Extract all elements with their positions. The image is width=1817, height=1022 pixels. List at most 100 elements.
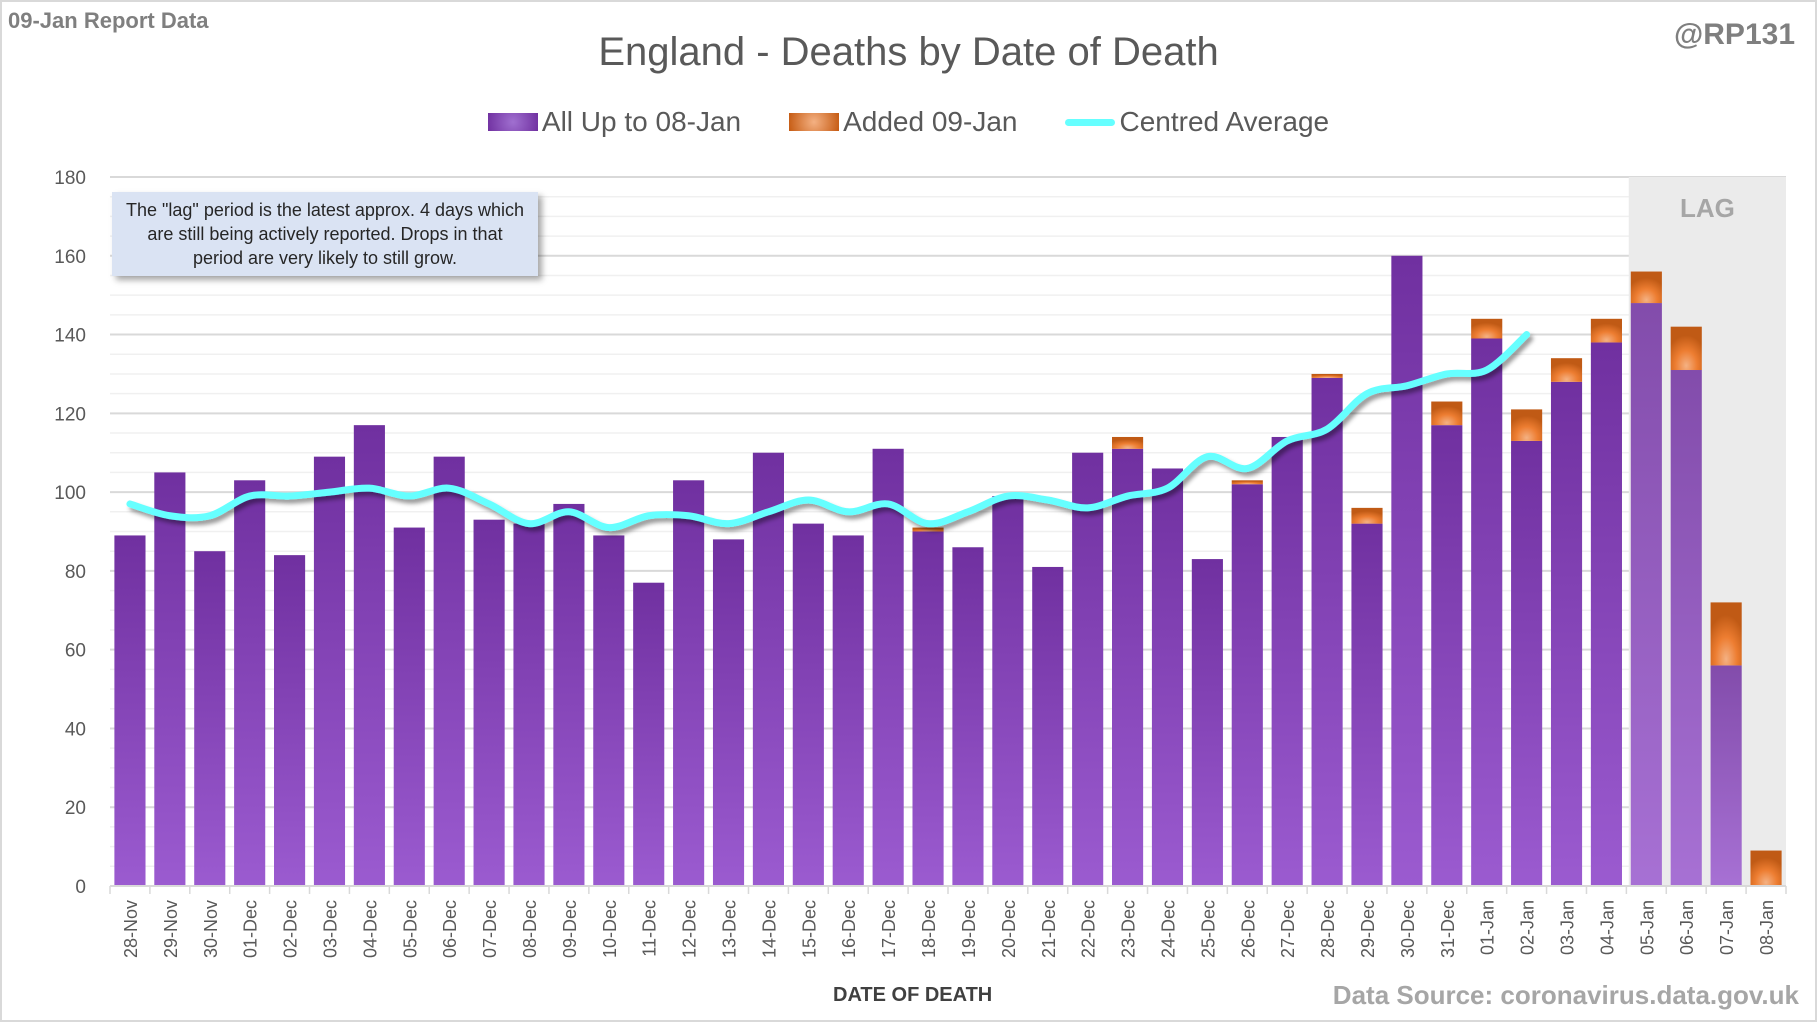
bar-base <box>752 452 784 886</box>
bar-base <box>992 496 1024 886</box>
x-tick-label: 22-Dec <box>1079 900 1099 958</box>
bar-base <box>1630 303 1662 886</box>
bar-added <box>1630 271 1662 304</box>
x-tick-label: 19-Dec <box>959 900 979 958</box>
author-handle: @RP131 <box>1674 18 1795 51</box>
bar-base <box>194 551 226 886</box>
bar-base <box>433 456 465 886</box>
x-tick-label: 08-Jan <box>1757 900 1777 955</box>
x-tick-label: 17-Dec <box>879 900 899 958</box>
bar-base <box>792 523 824 886</box>
x-tick-label: 12-Dec <box>680 900 700 958</box>
legend: All Up to 08-Jan Added 09-Jan Centred Av… <box>0 106 1817 138</box>
bar-added <box>1590 318 1622 343</box>
x-tick-label: 03-Jan <box>1558 900 1578 955</box>
bar-base <box>114 535 146 886</box>
bar-base <box>154 472 186 886</box>
legend-label-average: Centred Average <box>1119 106 1330 137</box>
legend-label-base: All Up to 08-Jan <box>541 106 742 137</box>
bar-base <box>832 535 864 886</box>
x-tick-label: 05-Jan <box>1637 900 1657 955</box>
legend-swatch-average <box>1065 118 1116 126</box>
x-tick-label: 30-Dec <box>1398 900 1418 958</box>
x-tick-label: 09-Dec <box>560 900 580 958</box>
bar-base <box>912 531 944 886</box>
x-tick-label: 08-Dec <box>520 900 540 958</box>
x-tick-label: 06-Dec <box>440 900 460 958</box>
chart-title: England - Deaths by Date of Death <box>598 30 1219 74</box>
x-tick-label: 29-Dec <box>1358 900 1378 958</box>
y-tick-label: 120 <box>54 404 86 425</box>
x-tick-label: 01-Dec <box>241 900 261 958</box>
bar-base <box>1151 468 1184 886</box>
x-tick-label: 30-Nov <box>201 900 221 958</box>
bar-added <box>1670 326 1702 371</box>
bar-base <box>1431 425 1463 886</box>
y-tick-label: 60 <box>65 641 86 662</box>
x-tick-label: 28-Dec <box>1318 900 1338 958</box>
bar-added <box>1231 480 1263 485</box>
legend-item-base: All Up to 08-Jan <box>487 106 742 138</box>
y-tick-label: 20 <box>65 798 86 819</box>
y-tick-label: 140 <box>54 326 86 347</box>
legend-item-average: Centred Average <box>1065 106 1329 138</box>
lag-annotation: The "lag" period is the latest approx. 4… <box>112 192 538 276</box>
x-tick-label: 27-Dec <box>1278 900 1298 958</box>
legend-swatch-added <box>789 113 840 131</box>
y-tick-label: 180 <box>54 168 86 189</box>
bar-added <box>1431 401 1463 426</box>
bar-base <box>1471 338 1503 886</box>
x-tick-label: 29-Nov <box>161 900 181 958</box>
bar-base <box>1670 370 1702 886</box>
report-label: 09-Jan Report Data <box>8 8 209 33</box>
y-tick-label: 100 <box>54 483 86 504</box>
bar-base <box>1590 342 1622 886</box>
bar-base <box>353 425 385 886</box>
bar-base <box>1072 452 1104 886</box>
y-tick-label: 160 <box>54 247 86 268</box>
bar-base <box>952 547 984 886</box>
average-line <box>126 331 1531 532</box>
x-tick-label: 15-Dec <box>799 900 819 958</box>
bar-base <box>593 535 625 886</box>
bar-base <box>274 555 306 886</box>
bar-added <box>1550 358 1583 382</box>
bar-added <box>1750 850 1782 886</box>
bar-added <box>1311 373 1343 378</box>
legend-item-added: Added 09-Jan <box>789 106 1017 138</box>
bar-base <box>872 448 904 886</box>
y-tick-label: 0 <box>75 877 86 898</box>
x-tick-label: 07-Dec <box>480 900 500 958</box>
bar-base <box>1191 559 1223 886</box>
bar-base <box>1710 665 1742 886</box>
bar-base <box>1351 523 1383 886</box>
data-source: Data Source: coronavirus.data.gov.uk <box>1332 980 1799 1010</box>
x-tick-label: 16-Dec <box>839 900 859 958</box>
x-tick-label: 02-Jan <box>1518 900 1538 955</box>
lag-label: LAG <box>1680 193 1735 223</box>
x-tick-label: 26-Dec <box>1238 900 1258 958</box>
x-axis-title: DATE OF DEATH <box>833 984 993 1006</box>
x-tick-label: 04-Jan <box>1597 900 1617 955</box>
x-tick-label: 05-Dec <box>400 900 420 958</box>
x-tick-label: 21-Dec <box>1039 900 1059 958</box>
bar-base <box>712 539 745 886</box>
x-tick-label: 03-Dec <box>320 900 340 958</box>
x-tick-label: 23-Dec <box>1119 900 1139 958</box>
bar-added <box>912 527 944 532</box>
x-tick-label: 20-Dec <box>999 900 1019 958</box>
x-tick-label: 18-Dec <box>919 900 939 958</box>
x-tick-label: 04-Dec <box>360 900 380 958</box>
bar-base <box>393 527 425 886</box>
x-tick-label: 07-Jan <box>1717 900 1737 955</box>
bar-base <box>473 519 505 886</box>
bar-base <box>1511 440 1543 886</box>
bar-base <box>1231 484 1263 886</box>
bar-added <box>1710 602 1742 666</box>
bar-base <box>633 582 665 886</box>
x-tick-label: 13-Dec <box>720 900 740 958</box>
x-tick-label: 06-Jan <box>1677 900 1697 955</box>
bar-base <box>1391 255 1423 886</box>
bar-base <box>553 503 585 886</box>
